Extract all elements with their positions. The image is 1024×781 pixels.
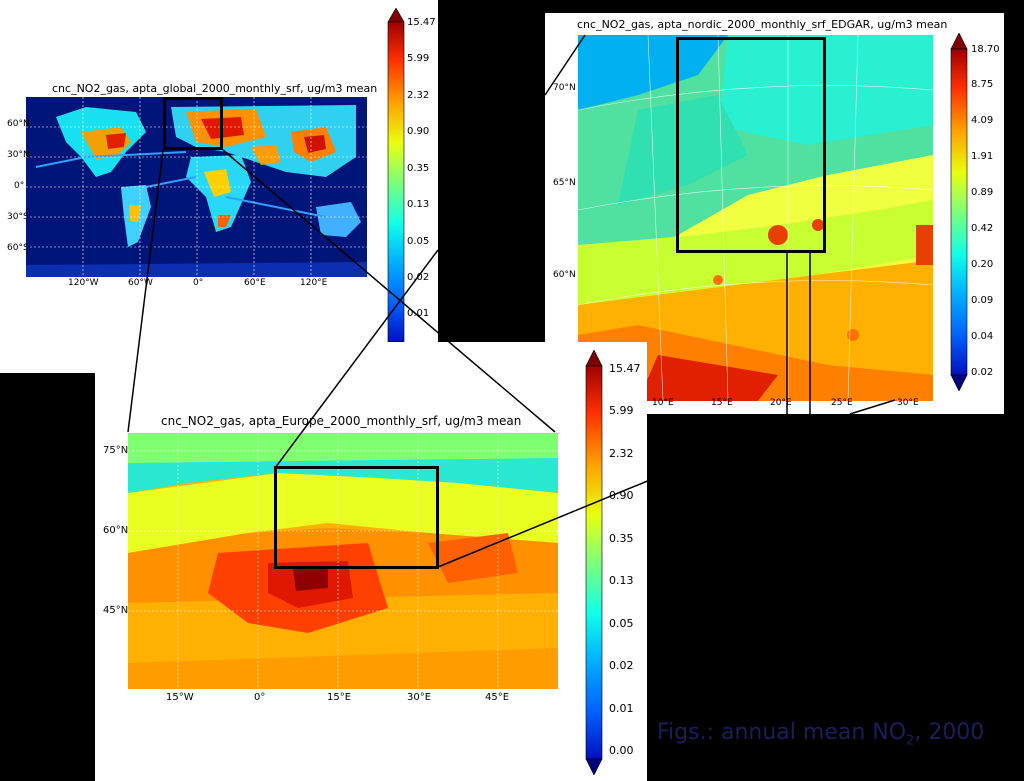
nordic-cbar-label: 1.91 <box>971 151 994 162</box>
global-map <box>26 97 367 277</box>
europe-cbar-label: 5.99 <box>609 404 634 417</box>
global-lat-tick: 30°N <box>7 150 30 160</box>
global-cbar-label: 0.35 <box>407 163 430 174</box>
europe-cbar-label: 0.00 <box>609 744 634 757</box>
nordic-lon-tick: 15°E <box>711 398 733 408</box>
global-cbar-label: 15.47 <box>407 17 436 28</box>
europe-cbar-label: 0.05 <box>609 617 634 630</box>
nordic-panel: cnc_NO2_gas, apta_nordic_2000_monthly_sr… <box>545 13 1004 414</box>
global-lon-tick: 0° <box>193 278 204 288</box>
caption-prefix: Figs.: annual mean NO <box>657 720 907 745</box>
europe-cbar-label: 0.01 <box>609 702 634 715</box>
europe-lon-tick: 0° <box>254 692 266 703</box>
europe-cbar-label: 0.90 <box>609 489 634 502</box>
nordic-cbar-label: 0.42 <box>971 223 994 234</box>
global-lon-tick: 120°W <box>68 278 99 288</box>
nordic-map <box>578 35 933 401</box>
europe-title: cnc_NO2_gas, apta_Europe_2000_monthly_sr… <box>161 414 522 428</box>
global-cbar-label: 0.05 <box>407 236 430 247</box>
nordic-cbar-label: 0.02 <box>971 367 994 378</box>
global-lon-tick: 60°E <box>244 278 266 288</box>
nordic-cbar-label: 0.20 <box>971 259 994 270</box>
europe-lon-tick: 15°W <box>166 692 194 703</box>
nordic-cbar-label: 8.75 <box>971 79 994 90</box>
nordic-lon-tick: 30°E <box>897 398 919 408</box>
figure-caption: Figs.: annual mean NO2, 2000 <box>657 720 984 748</box>
global-cbar-label: 0.01 <box>407 308 430 319</box>
global-lat-tick: 60°N <box>7 119 30 129</box>
nordic-zoom-box <box>676 37 826 253</box>
europe-lon-tick: 15°E <box>327 692 352 703</box>
global-lat-tick: 0° <box>14 181 25 191</box>
europe-cbar-label: 0.13 <box>609 574 634 587</box>
caption-subscript: 2 <box>906 733 915 749</box>
europe-cbar-label: 0.02 <box>609 659 634 672</box>
global-panel: cnc_NO2_gas, apta_global_2000_monthly_sr… <box>0 0 438 373</box>
nordic-lon-tick: 20°E <box>770 398 792 408</box>
europe-panel: cnc_NO2_gas, apta_Europe_2000_monthly_sr… <box>95 342 647 781</box>
global-colorbar <box>387 8 405 342</box>
nordic-cbar-label: 0.04 <box>971 331 994 342</box>
global-cbar-label: 2.32 <box>407 90 430 101</box>
europe-colorbar <box>585 350 603 775</box>
nordic-lat-tick: 60°N <box>553 270 576 280</box>
europe-lat-tick: 45°N <box>103 605 129 616</box>
caption-suffix: , 2000 <box>914 720 985 745</box>
nordic-cbar-label: 18.70 <box>971 44 1000 55</box>
nordic-lon-tick: 10°E <box>652 398 674 408</box>
europe-cbar-label: 0.35 <box>609 532 634 545</box>
global-cbar-label: 0.13 <box>407 199 430 210</box>
nordic-cbar-label: 0.09 <box>971 295 994 306</box>
global-cbar-label: 5.99 <box>407 53 430 64</box>
nordic-title: cnc_NO2_gas, apta_nordic_2000_monthly_sr… <box>577 18 948 31</box>
europe-lon-tick: 45°E <box>485 692 510 703</box>
europe-lat-tick: 75°N <box>103 445 129 456</box>
europe-zoom-box <box>274 466 439 569</box>
europe-cbar-label: 15.47 <box>609 362 641 375</box>
global-cbar-label: 0.90 <box>407 126 430 137</box>
global-lon-tick: 120°E <box>300 278 328 288</box>
nordic-lat-tick: 65°N <box>553 178 576 188</box>
europe-lat-tick: 60°N <box>103 525 129 536</box>
europe-cbar-label: 2.32 <box>609 447 634 460</box>
nordic-lat-tick: 70°N <box>553 83 576 93</box>
europe-lon-tick: 30°E <box>407 692 432 703</box>
nordic-cbar-label: 0.89 <box>971 187 994 198</box>
nordic-lon-tick: 25°E <box>831 398 853 408</box>
global-lon-tick: 60°W <box>128 278 153 288</box>
global-lat-tick: 60°S <box>7 243 29 253</box>
nordic-colorbar <box>950 33 968 391</box>
europe-map <box>128 433 558 689</box>
nordic-cbar-label: 4.09 <box>971 115 994 126</box>
global-title: cnc_NO2_gas, apta_global_2000_monthly_sr… <box>52 82 378 95</box>
global-lat-tick: 30°S <box>7 212 29 222</box>
global-zoom-box <box>163 97 223 150</box>
